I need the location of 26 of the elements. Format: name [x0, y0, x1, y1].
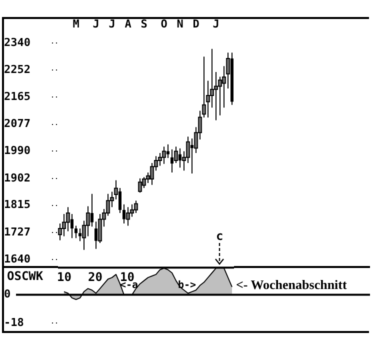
x-tick-label: O — [160, 17, 168, 30]
annotation: c — [216, 229, 224, 243]
y-tick-label: 2340 — [4, 36, 30, 49]
x-tick-label: J — [212, 17, 220, 30]
x-tick-label: S — [140, 17, 148, 30]
annotation: 20 — [88, 270, 102, 284]
y-tick-label: 0 — [4, 288, 11, 301]
x-tick-label: D — [192, 17, 200, 30]
y-tick-label: 2252 — [4, 63, 30, 76]
y-tick-label: 1727 — [4, 225, 30, 238]
y-tick-label: 2165 — [4, 90, 30, 103]
x-tick-label: N — [176, 17, 184, 30]
annotation: 10 — [57, 270, 72, 284]
x-tick-label: J — [92, 17, 100, 30]
text: <- Wochenabschnitt — [236, 277, 347, 292]
y-tick-label: 1640 — [4, 252, 30, 266]
x-tick-label: A — [124, 17, 132, 30]
y-tick-label: 1815 — [4, 198, 30, 212]
x-tick-label: J — [108, 17, 116, 30]
y-tick-label: 2077 — [4, 117, 30, 130]
y-tick-label: -18 — [4, 316, 24, 329]
y-tick-label: 1990 — [4, 144, 30, 158]
y-tick-label: 1902 — [4, 171, 30, 184]
x-tick-label: M — [72, 17, 80, 30]
chart-title: OSCWK — [7, 269, 44, 283]
annotation: <-a — [120, 280, 138, 292]
